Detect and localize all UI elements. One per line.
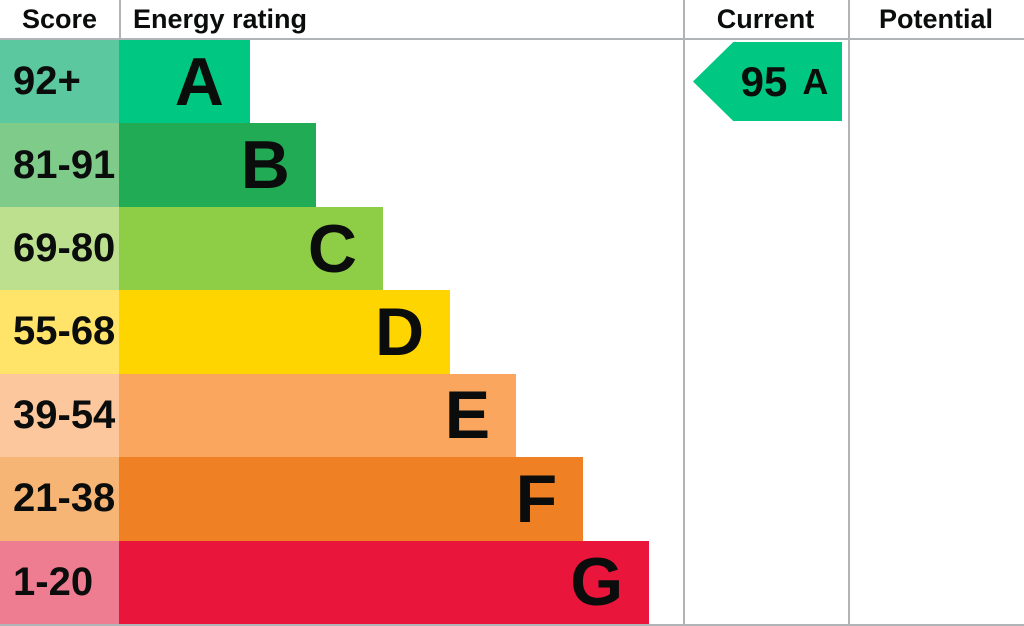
- band-score-cell: 1-20: [0, 540, 119, 624]
- band-score-cell: 55-68: [0, 290, 119, 374]
- score-column-divider: [119, 0, 121, 40]
- band-letter: G: [570, 544, 624, 621]
- band-letter: E: [444, 377, 491, 454]
- band-score-cell: 81-91: [0, 123, 119, 207]
- current-column-divider: [683, 0, 685, 624]
- band-bar: E: [119, 373, 517, 458]
- band-row: 81-91 B: [0, 123, 683, 207]
- current-rating-value: 95: [740, 57, 788, 105]
- band-score-cell: 39-54: [0, 373, 119, 458]
- band-row: 55-68 D: [0, 290, 683, 374]
- band-rating-area: C: [119, 206, 683, 291]
- band-bar: C: [119, 206, 383, 291]
- band-bar: B: [119, 123, 316, 207]
- band-letter: A: [174, 43, 224, 120]
- band-bar: A: [119, 40, 250, 124]
- band-score-cell: 92+: [0, 40, 119, 124]
- band-rating-area: F: [119, 457, 683, 541]
- band-bar: G: [119, 540, 650, 624]
- band-row: 69-80 C: [0, 206, 683, 291]
- band-score-cell: 69-80: [0, 206, 119, 291]
- band-letter: F: [515, 460, 558, 537]
- band-rows: 92+ A 81-91 B 69-80 C: [0, 40, 683, 624]
- energy-rating-column-header: Energy rating: [133, 3, 308, 34]
- band-rating-area: E: [119, 373, 683, 458]
- band-bar: F: [119, 457, 584, 541]
- band-rating-area: G: [119, 540, 683, 624]
- band-row: 39-54 E: [0, 373, 683, 458]
- header-row: Score Energy rating Current Potential: [0, 0, 1024, 38]
- current-rating-band: A: [802, 60, 829, 102]
- band-letter: C: [307, 210, 357, 287]
- band-row: 1-20 G: [0, 540, 683, 624]
- band-rating-area: D: [119, 290, 683, 374]
- band-rating-area: B: [119, 123, 683, 207]
- score-column-header: Score: [21, 3, 98, 34]
- header-divider-line: [0, 38, 1024, 40]
- current-rating-arrow: 95 A: [693, 42, 842, 121]
- band-rating-area: A: [119, 40, 683, 124]
- band-score-cell: 21-38: [0, 457, 119, 541]
- potential-column-header: Potential: [878, 3, 993, 34]
- potential-column-divider: [848, 0, 850, 624]
- bottom-border-line: [0, 624, 1024, 626]
- band-row: 21-38 F: [0, 457, 683, 541]
- band-row: 92+ A: [0, 40, 683, 124]
- band-bar: D: [119, 290, 451, 374]
- band-letter: D: [374, 293, 425, 370]
- band-letter: B: [240, 127, 290, 204]
- current-column-header: Current: [716, 3, 815, 34]
